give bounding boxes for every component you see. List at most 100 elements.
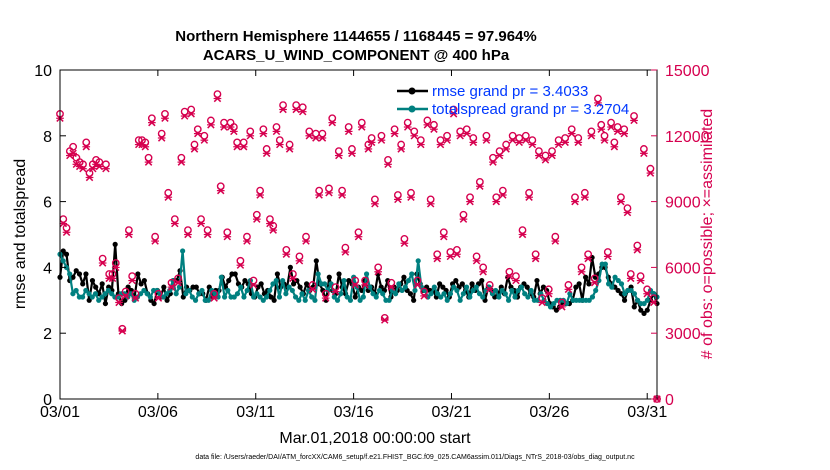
data-point-1 xyxy=(73,287,79,294)
obs-possible-marker xyxy=(449,105,458,114)
data-point-1 xyxy=(370,291,376,297)
obs-assimilated-marker xyxy=(472,257,481,265)
obs-assimilated-marker xyxy=(597,125,606,133)
data-point-1 xyxy=(70,291,76,297)
obs-assimilated-marker xyxy=(587,132,596,140)
data-point-1 xyxy=(431,284,437,290)
obs-assimilated-marker xyxy=(558,303,566,311)
data-point-0 xyxy=(268,294,274,300)
obs-assimilated-marker xyxy=(148,118,156,127)
data-point-1 xyxy=(92,291,99,297)
obs-assimilated-marker xyxy=(643,289,651,298)
obs-assimilated-marker xyxy=(584,254,592,263)
data-point-0 xyxy=(479,277,485,284)
obs-assimilated-marker xyxy=(620,129,629,138)
obs-possible-marker xyxy=(453,245,461,254)
data-point-1 xyxy=(457,297,463,303)
x-tick-label: 03/06 xyxy=(138,404,178,421)
obs-possible-marker xyxy=(259,125,268,134)
obs-assimilated-marker xyxy=(239,143,248,151)
obs-assimilated-marker xyxy=(354,232,363,241)
data-point-0 xyxy=(63,251,70,257)
data-point-1 xyxy=(605,281,612,287)
obs-possible-marker xyxy=(413,276,422,285)
obs-possible-marker xyxy=(210,289,219,298)
obs-assimilated-marker xyxy=(633,246,642,254)
obs-possible-marker xyxy=(393,191,402,199)
obs-assimilated-marker xyxy=(305,132,314,140)
obs-assimilated-marker xyxy=(561,138,569,147)
data-point-0 xyxy=(86,297,92,303)
obs-assimilated-marker xyxy=(603,252,612,261)
x-tick-label: 03/16 xyxy=(334,404,374,421)
obs-assimilated-marker xyxy=(318,134,327,142)
obs-possible-marker xyxy=(531,250,540,259)
data-point-1 xyxy=(292,294,299,300)
obs-possible-marker xyxy=(456,127,465,136)
obs-assimilated-marker xyxy=(236,261,245,269)
obs-possible-marker xyxy=(416,136,425,145)
obs-possible-marker xyxy=(177,153,186,162)
obs-assimilated-marker xyxy=(407,193,415,201)
obs-assimilated-marker xyxy=(272,127,281,136)
obs-assimilated-marker xyxy=(600,136,609,144)
data-point-1 xyxy=(415,258,421,264)
data-point-1 xyxy=(589,294,596,300)
obs-assimilated-marker xyxy=(515,138,524,147)
data-point-0 xyxy=(258,281,264,287)
data-point-1 xyxy=(593,287,599,294)
obs-assimilated-marker xyxy=(521,136,530,144)
obs-possible-marker xyxy=(475,177,484,186)
obs-assimilated-marker xyxy=(279,105,287,114)
obs-assimilated-marker xyxy=(115,298,123,307)
data-point-1 xyxy=(454,287,460,294)
data-point-1 xyxy=(464,284,470,290)
data-point-1 xyxy=(451,284,457,290)
data-point-1 xyxy=(367,284,373,290)
obs-possible-marker xyxy=(95,158,104,167)
obs-assimilated-marker xyxy=(541,156,550,164)
obs-assimilated-marker xyxy=(649,298,658,307)
data-point-1 xyxy=(522,291,528,297)
obs-possible-marker xyxy=(108,270,117,278)
obs-possible-marker xyxy=(472,252,481,261)
obs-assimilated-marker xyxy=(334,151,343,160)
obs-possible-marker xyxy=(206,116,215,125)
obs-possible-marker xyxy=(141,138,150,147)
obs-possible-marker xyxy=(243,232,251,241)
data-point-1 xyxy=(644,297,650,303)
obs-assimilated-marker xyxy=(190,145,199,153)
obs-possible-marker xyxy=(459,210,468,219)
obs-possible-marker xyxy=(348,145,356,153)
data-point-0 xyxy=(459,281,465,287)
y-tick-label-left: 10 xyxy=(34,63,52,80)
data-point-1 xyxy=(183,291,189,297)
obs-possible-marker xyxy=(584,250,593,259)
data-point-1 xyxy=(299,291,305,297)
data-point-1 xyxy=(141,287,147,294)
obs-possible-marker xyxy=(121,287,130,296)
obs-assimilated-marker xyxy=(230,127,238,136)
data-point-0 xyxy=(576,281,582,287)
obs-assimilated-marker xyxy=(131,294,140,302)
obs-possible-marker xyxy=(521,131,530,140)
obs-possible-marker xyxy=(216,182,225,191)
data-point-1 xyxy=(67,271,73,277)
obs-possible-marker xyxy=(124,226,133,235)
data-point-1 xyxy=(347,297,354,303)
obs-assimilated-marker xyxy=(295,257,304,265)
obs-possible-marker xyxy=(515,134,524,142)
data-point-1 xyxy=(467,294,473,300)
y-tick-label-right: 0 xyxy=(665,392,674,409)
obs-possible-marker xyxy=(626,270,635,278)
obs-possible-marker xyxy=(72,153,81,162)
obs-possible-marker xyxy=(466,193,474,202)
obs-assimilated-marker xyxy=(220,123,228,131)
data-point-0 xyxy=(553,307,560,313)
data-point-1 xyxy=(163,291,170,297)
obs-assimilated-marker xyxy=(476,182,484,190)
data-point-1 xyxy=(189,294,195,300)
data-point-0 xyxy=(93,284,99,290)
obs-assimilated-marker xyxy=(626,274,635,283)
y-tick-label-left: 2 xyxy=(43,326,52,343)
